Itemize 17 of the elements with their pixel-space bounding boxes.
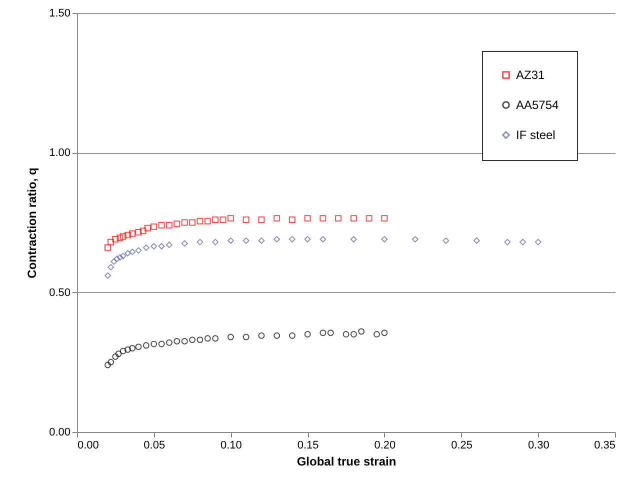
x-tick-label: 0.00	[78, 440, 99, 452]
y-axis-title: Contraction ratio, q	[25, 168, 40, 278]
x-tick-label: 0.25	[451, 440, 472, 452]
x-tick-label: 0.05	[144, 440, 166, 452]
y-tick-label: 1.50	[49, 8, 70, 20]
x-tick-label: 0.30	[528, 440, 550, 452]
legend-label: AZ31	[516, 68, 546, 82]
x-axis-title: Global true strain	[296, 454, 396, 468]
x-tick-label: 0.35	[594, 440, 616, 452]
y-tick-label: 0.50	[49, 286, 70, 299]
x-tick-label: 0.15	[297, 440, 319, 452]
x-tick-label: 0.10	[220, 440, 242, 452]
y-tick-label: 0.00	[49, 426, 70, 438]
x-tick-label: 0.20	[374, 440, 396, 452]
y-tick-label: 1.00	[49, 147, 70, 160]
legend-label: AA5754	[516, 98, 560, 112]
legend-label: IF steel	[516, 128, 556, 142]
